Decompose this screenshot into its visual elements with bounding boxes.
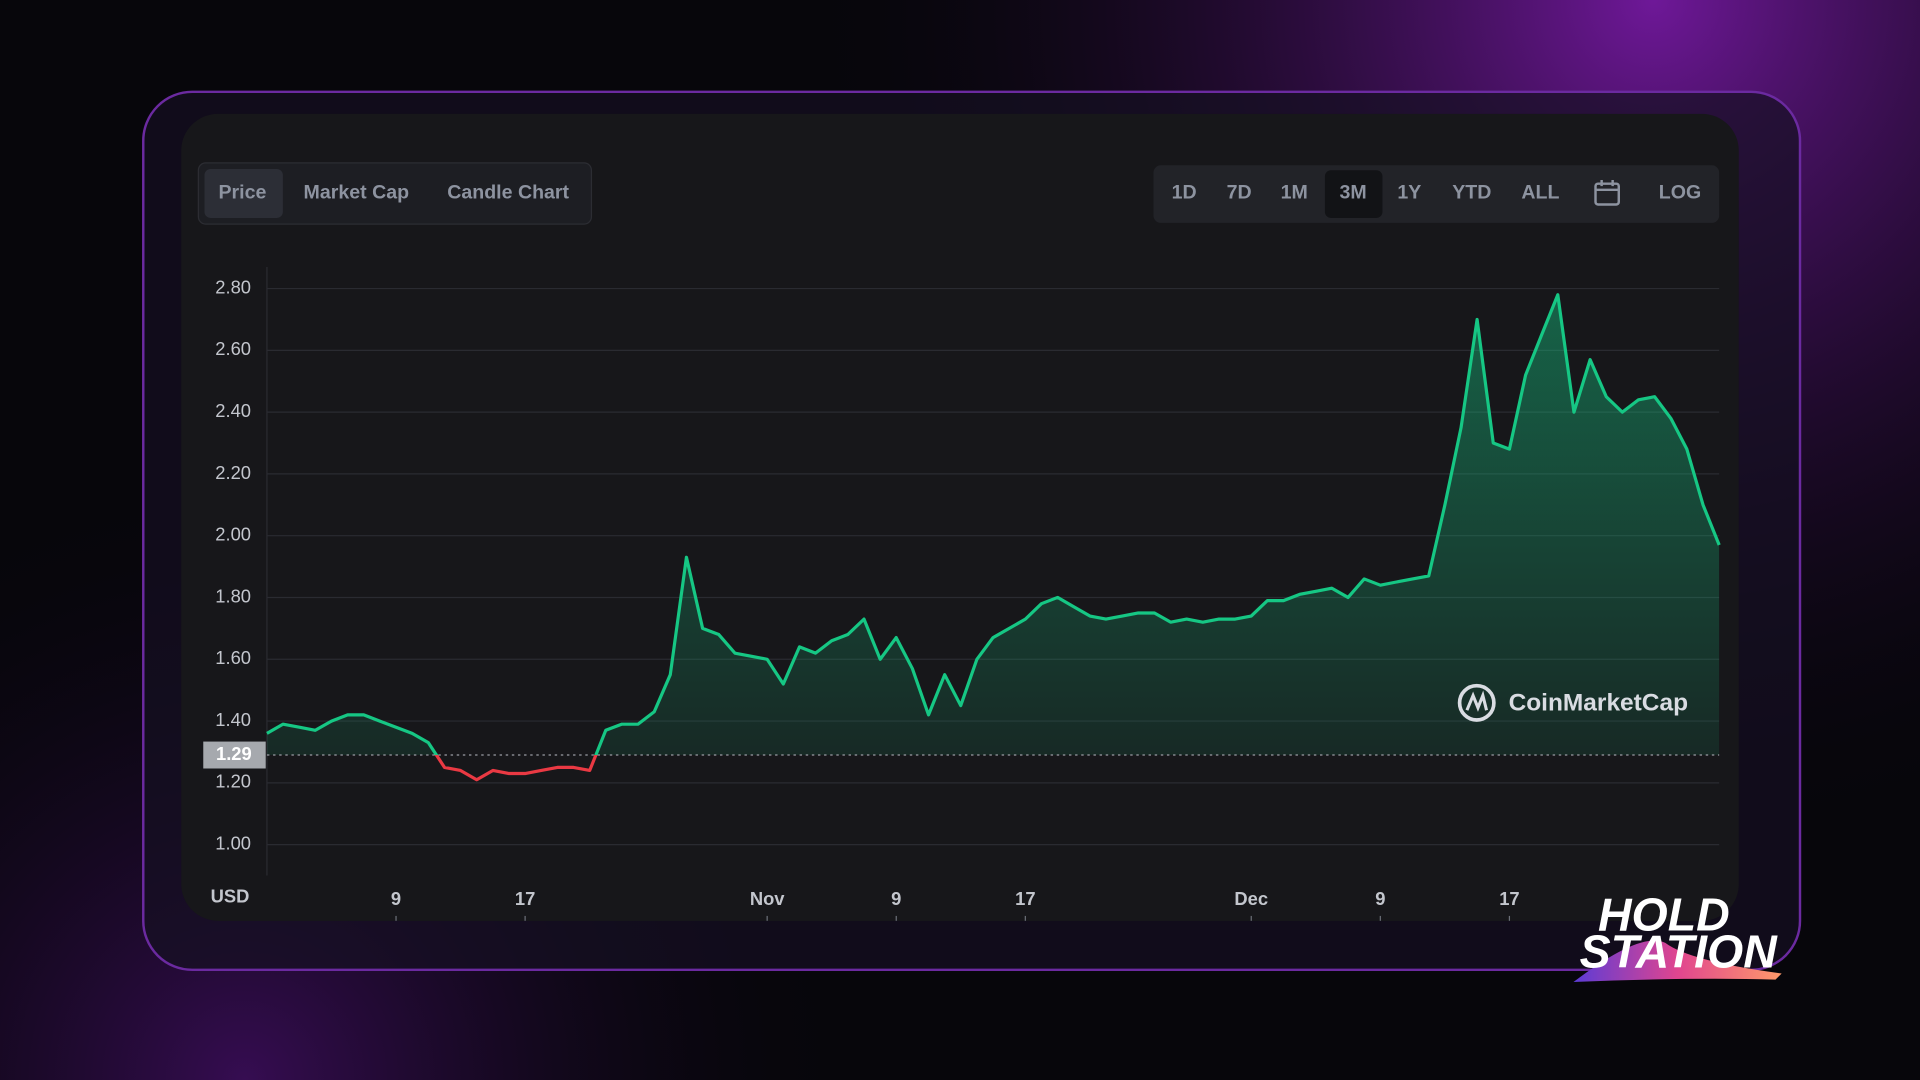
y-tick-label: 2.00 bbox=[215, 524, 251, 545]
range-group bbox=[1153, 165, 1720, 223]
baseline-label: 1.29 bbox=[216, 743, 252, 764]
y-tick-label: 1.40 bbox=[215, 709, 251, 730]
y-tick-label: 2.80 bbox=[215, 276, 251, 297]
watermark: CoinMarketCap bbox=[1457, 683, 1688, 722]
range-button[interactable]: YTD bbox=[1452, 182, 1491, 204]
range-button[interactable]: 1D bbox=[1172, 182, 1197, 204]
watermark-text: CoinMarketCap bbox=[1509, 690, 1688, 717]
tab[interactable]: Market Cap bbox=[304, 182, 410, 204]
x-tick-label: 17 bbox=[515, 888, 535, 909]
x-tick-label: 17 bbox=[1499, 888, 1519, 909]
range-button[interactable]: 3M bbox=[1339, 182, 1366, 204]
x-tick-label: 9 bbox=[1375, 888, 1385, 909]
baseline-label-bg bbox=[203, 741, 266, 769]
y-tick-label: 1.60 bbox=[215, 647, 251, 668]
y-tick-label: 2.20 bbox=[215, 462, 251, 483]
x-tick-label: 17 bbox=[1015, 888, 1035, 909]
logo-text: STATION bbox=[1580, 925, 1779, 977]
log-button[interactable]: LOG bbox=[1659, 182, 1701, 204]
logo-text: HOLD bbox=[1598, 889, 1730, 941]
range-button[interactable]: 1Y bbox=[1397, 182, 1421, 204]
calendar-button[interactable] bbox=[1594, 180, 1620, 206]
y-tick-label: 1.00 bbox=[215, 832, 251, 853]
logo: HOLD STATION bbox=[1573, 889, 1782, 983]
tab-group bbox=[197, 162, 593, 225]
y-tick-label: 1.80 bbox=[215, 585, 251, 606]
range-button[interactable]: 7D bbox=[1227, 182, 1252, 204]
range-active bbox=[1324, 170, 1383, 218]
y-tick-label: 2.40 bbox=[215, 400, 251, 421]
price-line bbox=[266, 293, 1721, 782]
tab-active bbox=[204, 168, 283, 218]
range-button[interactable]: 1M bbox=[1281, 182, 1308, 204]
x-tick-label: Dec bbox=[1234, 888, 1268, 909]
tab[interactable]: Price bbox=[218, 182, 266, 204]
y-tick-label: 2.60 bbox=[215, 338, 251, 359]
x-tick-label: 9 bbox=[391, 888, 401, 909]
price-area bbox=[266, 294, 1720, 756]
tab[interactable]: Candle Chart bbox=[447, 182, 569, 204]
x-tick-label: 9 bbox=[891, 888, 901, 909]
range-button[interactable]: ALL bbox=[1521, 182, 1559, 204]
y-axis-unit: USD bbox=[211, 885, 250, 906]
y-tick-label: 1.20 bbox=[215, 771, 251, 792]
x-tick-label: Nov bbox=[750, 888, 785, 909]
